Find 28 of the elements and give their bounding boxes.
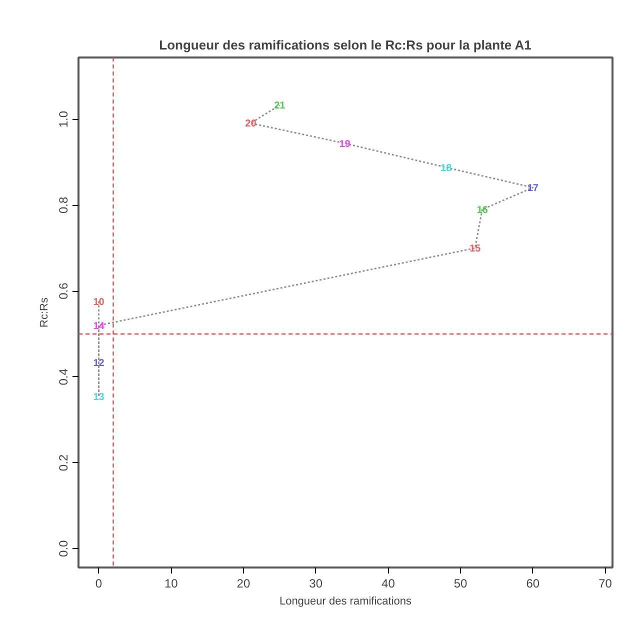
y-tick-label: 0.2 xyxy=(56,454,70,472)
annotation: 17 xyxy=(527,183,539,194)
x-tick-label: 0 xyxy=(95,576,102,590)
annotation: 20 xyxy=(245,118,257,130)
x-tick-label: 70 xyxy=(598,576,612,590)
annotation: 13 xyxy=(93,392,105,404)
annotation: 10 xyxy=(93,296,105,308)
annotation: 16 xyxy=(476,204,488,216)
x-tick-label: 50 xyxy=(454,576,468,590)
y-axis-title: Rc:Rs xyxy=(38,297,50,328)
annotation: 21 xyxy=(274,100,286,112)
y-tick-label: 0.4 xyxy=(56,368,70,386)
y-tick-label: 1.0 xyxy=(56,110,70,128)
annotation: 14 xyxy=(93,320,105,332)
chart-title: Longueur des ramifications selon le Rc:Rs pour la plante A1 xyxy=(159,38,532,52)
y-tick-label: 0.8 xyxy=(56,196,70,214)
annotation: 19 xyxy=(339,138,351,150)
x-axis-title: Longueur des ramifications xyxy=(279,596,412,608)
x-tick-label: 40 xyxy=(382,576,396,590)
y-tick-label: 0.0 xyxy=(56,540,70,557)
annotation: 12 xyxy=(93,358,105,369)
x-tick-label: 10 xyxy=(164,576,178,590)
x-tick-label: 20 xyxy=(236,576,250,590)
y-tick-label: 0.6 xyxy=(56,282,70,300)
x-tick-label: 60 xyxy=(526,576,540,590)
x-tick-label: 30 xyxy=(309,576,323,590)
annotation: 18 xyxy=(440,162,452,174)
annotation: 15 xyxy=(469,244,482,255)
